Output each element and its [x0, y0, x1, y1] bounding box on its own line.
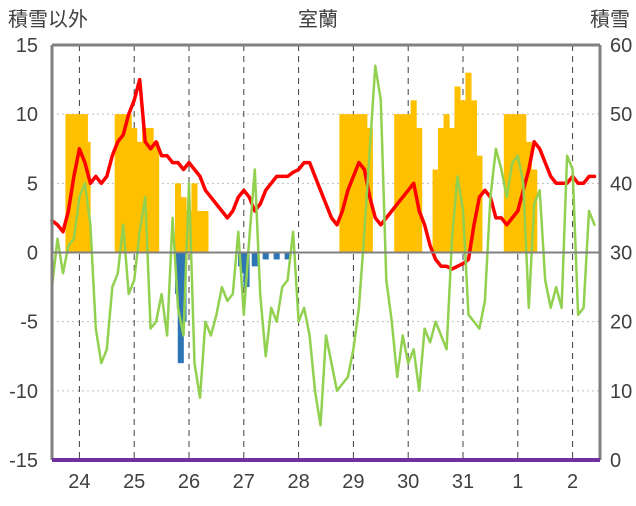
bar-0: [147, 128, 154, 253]
right-tick-label: 0: [610, 450, 621, 472]
bar-0: [525, 141, 532, 253]
x-tick-label: 2: [567, 471, 578, 493]
bar-1: [273, 252, 280, 260]
bar-0: [185, 211, 193, 253]
bar-0: [503, 114, 510, 253]
right-tick-label: 10: [610, 381, 632, 403]
bar-0: [142, 128, 149, 253]
bar-0: [416, 128, 423, 253]
bar-0: [350, 114, 357, 253]
x-tick-label: 1: [512, 471, 523, 493]
bar-0: [153, 141, 160, 253]
bar-0: [438, 128, 445, 253]
bar-series: [65, 72, 538, 364]
right-tick-label: 30: [610, 243, 632, 265]
bar-0: [125, 114, 132, 253]
bar-0: [180, 197, 187, 253]
left-tick-label: -15: [9, 450, 38, 472]
bar-0: [120, 114, 127, 253]
bar-0: [509, 114, 516, 253]
x-tick-label: 27: [233, 471, 255, 493]
bar-0: [449, 128, 456, 253]
bar-1: [251, 252, 258, 267]
bar-0: [344, 114, 351, 253]
bar-0: [399, 114, 406, 253]
bar-0: [65, 114, 72, 253]
bar-0: [459, 100, 467, 253]
bar-0: [355, 114, 362, 253]
plot-frame: [50, 43, 602, 462]
left-tick-label: -10: [9, 381, 38, 403]
bar-0: [465, 72, 472, 253]
bar-0: [410, 100, 417, 253]
bar-1: [180, 252, 187, 322]
left-axis-label: 積雪以外: [8, 8, 88, 31]
bar-0: [405, 114, 412, 253]
x-tick-label: 28: [287, 471, 309, 493]
line-series: [50, 64, 597, 427]
right-axis-label: 積雪: [590, 8, 630, 31]
bar-1: [262, 252, 269, 260]
bar-0: [443, 114, 450, 253]
x-tick-label: 31: [452, 471, 474, 493]
left-tick-label: -5: [20, 312, 38, 334]
bar-0: [514, 114, 521, 253]
bar-0: [131, 128, 138, 253]
bar-0: [339, 114, 346, 253]
right-tick-label: 50: [610, 104, 632, 126]
bar-0: [175, 183, 182, 253]
x-tick-label: 30: [397, 471, 419, 493]
x-tick-label: 25: [123, 471, 145, 493]
bar-0: [191, 183, 198, 253]
right-tick-label: 60: [610, 35, 632, 57]
x-tick-label: 24: [68, 471, 90, 493]
left-tick-label: 5: [27, 173, 38, 195]
line-series-0: [50, 77, 597, 271]
x-tick-label: 29: [342, 471, 364, 493]
left-tick-label: 15: [16, 35, 38, 57]
line-series-1: [50, 64, 596, 427]
x-tick-label: 26: [178, 471, 200, 493]
bar-0: [394, 114, 401, 253]
bar-0: [432, 169, 439, 253]
bar-0: [454, 86, 461, 253]
bar-0: [202, 211, 209, 253]
bar-0: [114, 114, 121, 253]
bar-0: [361, 114, 368, 253]
bar-0: [470, 100, 477, 253]
chart-title: 室蘭: [298, 8, 338, 31]
right-tick-label: 40: [610, 173, 632, 195]
bar-0: [196, 211, 203, 253]
bar-0: [76, 114, 83, 253]
left-tick-label: 0: [27, 243, 38, 265]
bar-1: [284, 252, 291, 260]
right-tick-label: 20: [610, 312, 632, 334]
bar-0: [136, 141, 143, 253]
left-tick-label: 10: [16, 104, 38, 126]
